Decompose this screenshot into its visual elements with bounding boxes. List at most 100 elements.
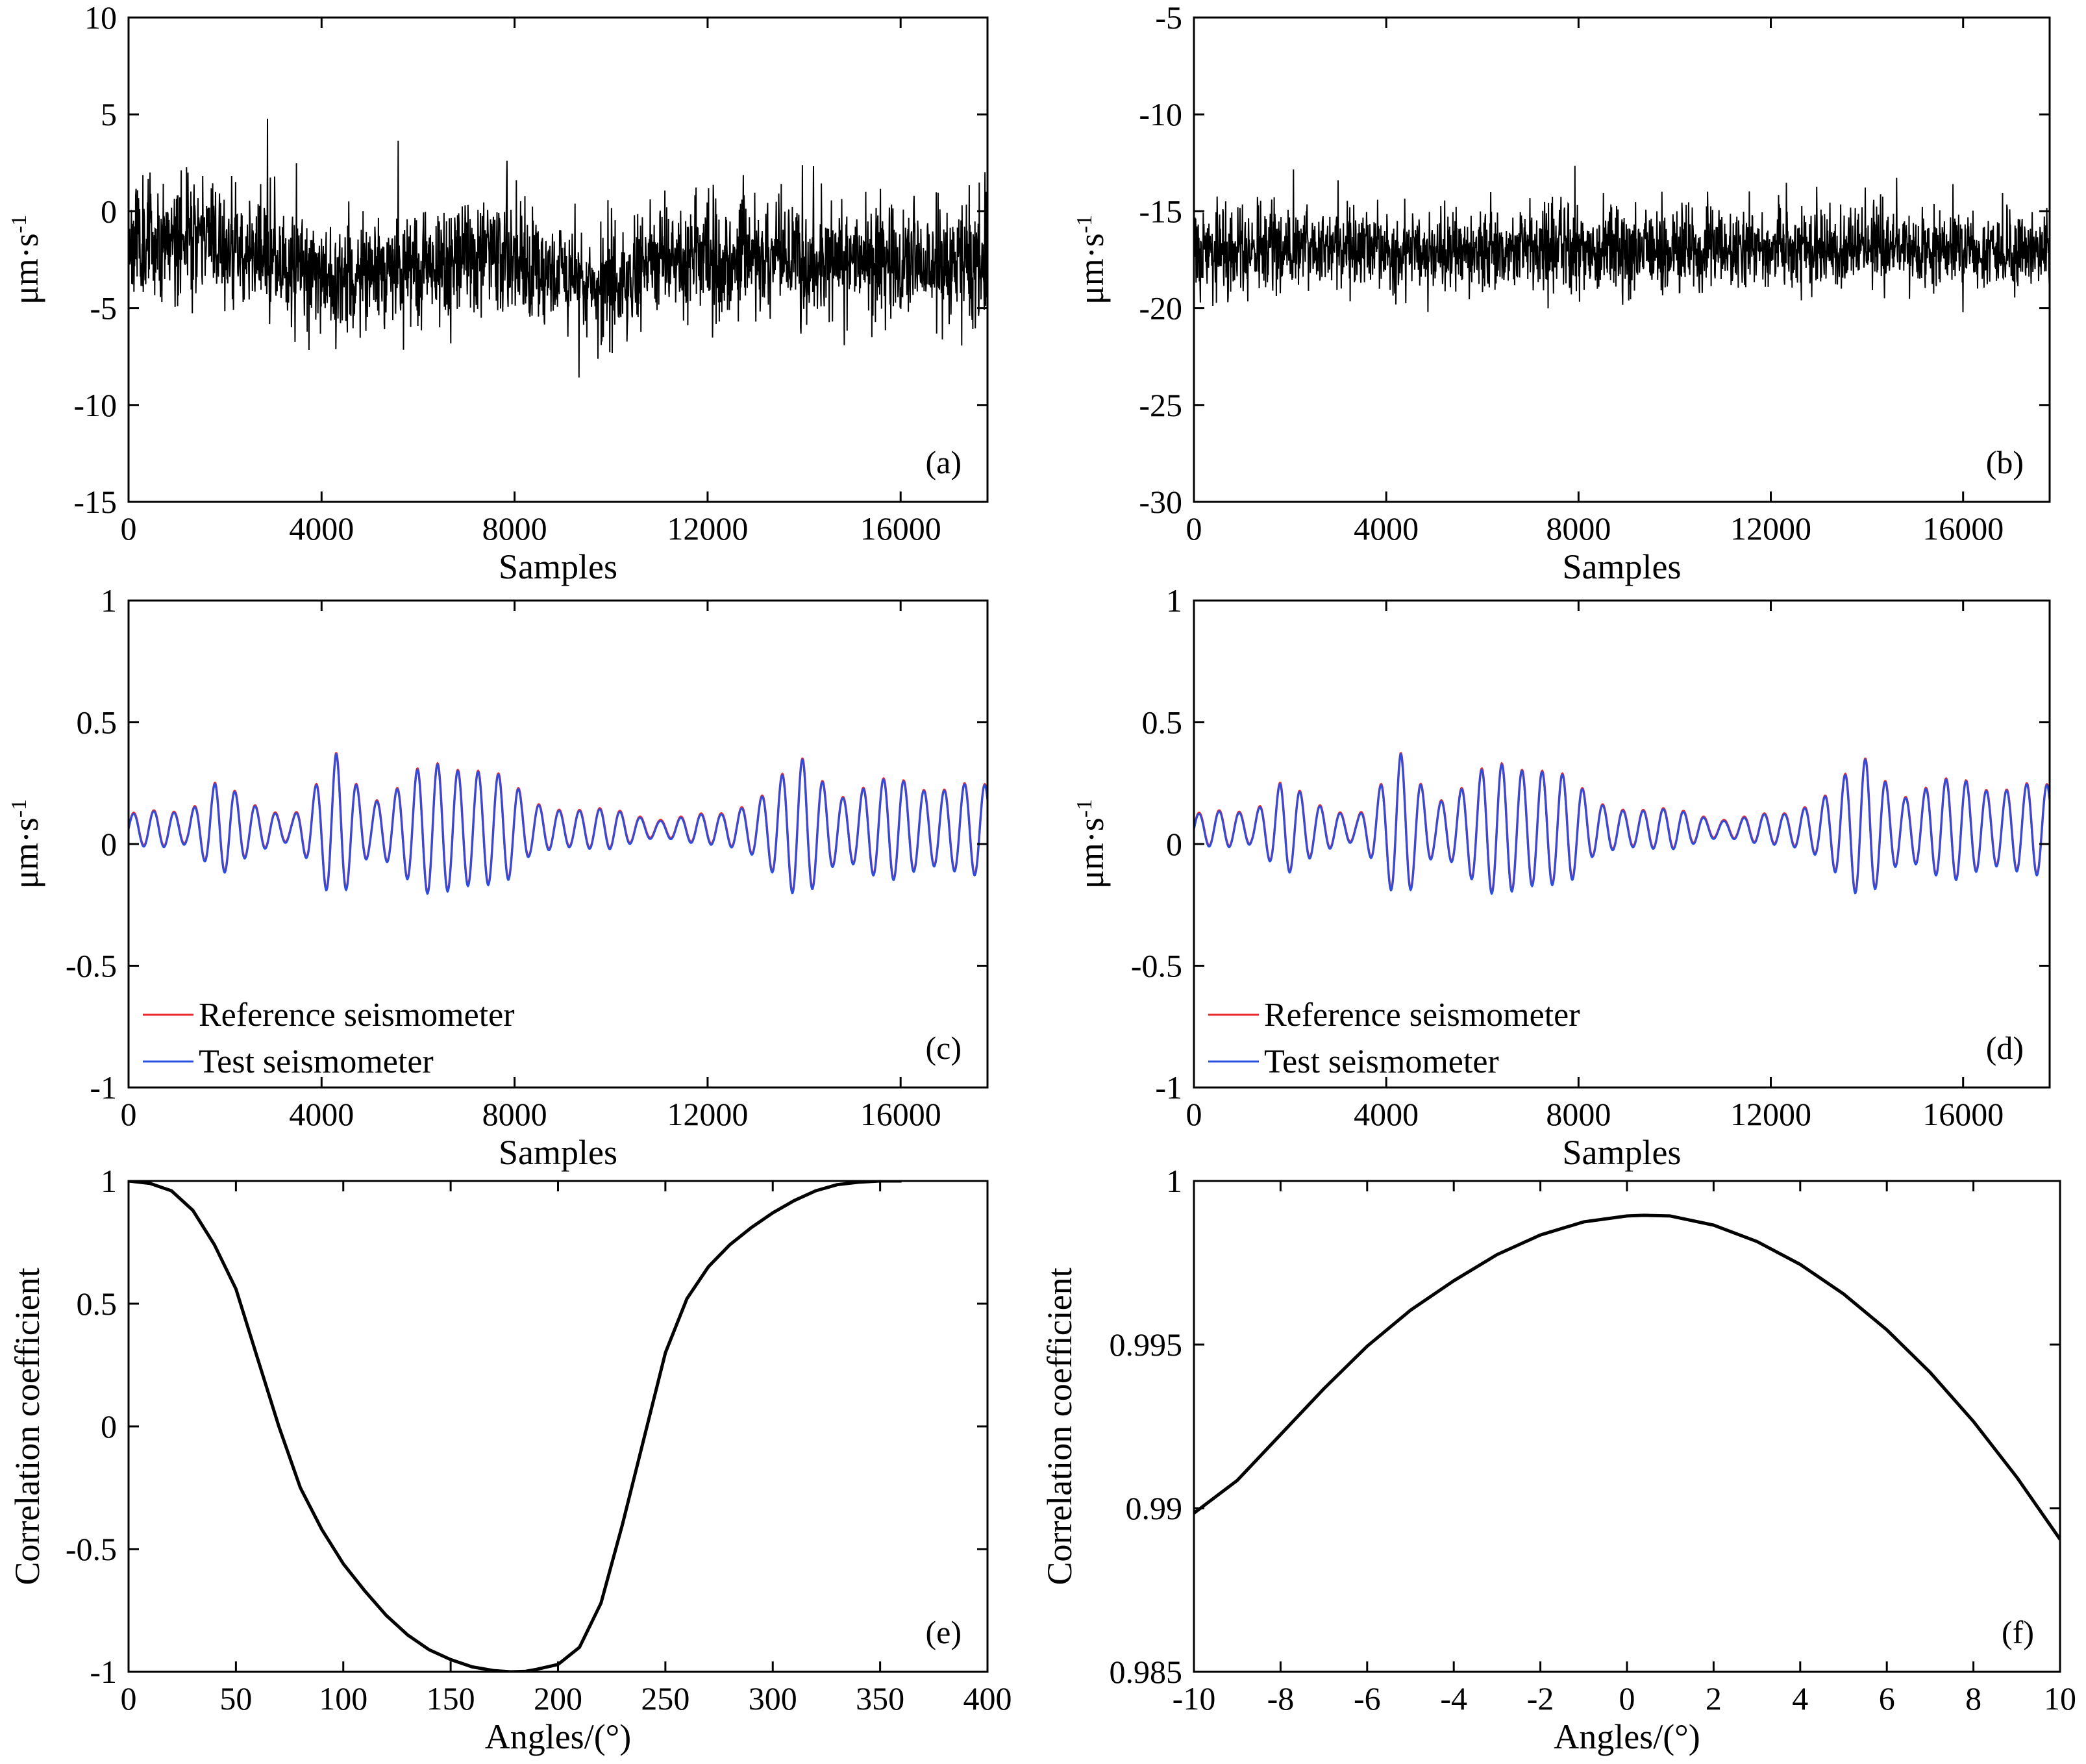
y-axis-title-exponent: -1 <box>1073 799 1097 817</box>
series-line <box>1194 166 2050 313</box>
y-tick-label: 0 <box>101 826 117 862</box>
plot-area <box>1194 1213 2060 1541</box>
x-tick-label: 400 <box>963 1680 1012 1717</box>
y-axis-title-exponent: -1 <box>7 215 31 233</box>
y-tick-label: -0.5 <box>1131 948 1182 984</box>
y-tick-label: -10 <box>1139 96 1182 132</box>
y-tick-label: 0 <box>101 1408 117 1445</box>
x-tick-label: 10 <box>2044 1680 2076 1717</box>
y-tick-label: -10 <box>73 387 117 423</box>
y-tick-label: -0.5 <box>66 948 117 984</box>
x-tick-label: 150 <box>427 1680 475 1717</box>
x-tick-label: 50 <box>219 1680 252 1717</box>
x-axis-title: Samples <box>1563 547 1682 586</box>
panel-c: 0 4000 8000 12000 16000 -1 -0.5 0 0.5 1 Samples μm·… <box>6 582 989 1172</box>
y-axis-title-exponent: -1 <box>7 799 31 817</box>
legend-label: Test seismometer <box>1264 1043 1499 1080</box>
plot-area <box>1194 166 2050 313</box>
axes-frame <box>1193 16 2051 503</box>
x-axis-title: Samples <box>499 1133 617 1172</box>
panel-tag: (f) <box>2002 1614 2034 1650</box>
x-tick-label: 250 <box>641 1680 689 1717</box>
panels-layer: 0 4000 8000 12000 16000-15-10-50510Samplesμm… <box>6 0 2076 1756</box>
series-line-test <box>1194 752 2050 895</box>
y-tick-label: 0.5 <box>77 1286 118 1322</box>
y-tick-label: -15 <box>1139 193 1182 229</box>
plot-area <box>129 752 987 895</box>
panel-tag: (e) <box>926 1614 962 1650</box>
x-tick-label: 16000 <box>1922 1096 2004 1132</box>
x-tick-label: 4000 <box>289 1096 354 1132</box>
y-tick-label: -1 <box>1155 1069 1182 1106</box>
x-tick-label: 2 <box>1706 1680 1722 1717</box>
x-tick-label: 0 <box>121 510 137 547</box>
x-tick-label: 12000 <box>1730 510 1811 547</box>
series-line-test <box>129 752 987 895</box>
y-tick-label: 10 <box>84 0 117 36</box>
y-tick-label: 0 <box>101 193 117 229</box>
panel-f: -10 -8 -6 -4 -2 0 2 4 6 8 10 0.985 0.99 0.995 1 Angles/… <box>1040 1163 2076 1756</box>
y-tick-label: 0.5 <box>1142 704 1183 741</box>
x-tick-label: 16000 <box>1922 510 2004 547</box>
x-axis-title: Samples <box>499 547 617 586</box>
y-tick-label: -15 <box>73 484 117 520</box>
legend-label: Reference seismometer <box>1264 997 1580 1034</box>
x-tick-label: 4000 <box>1354 1096 1419 1132</box>
x-tick-label: -2 <box>1527 1680 1554 1717</box>
x-tick-label: 0 <box>1619 1680 1635 1717</box>
x-axis-title: Angles/(°) <box>1554 1717 1700 1756</box>
x-tick-label: 12000 <box>667 1096 748 1132</box>
panel-tag: (b) <box>1986 444 2024 480</box>
legend-label: Reference seismometer <box>199 997 515 1034</box>
y-tick-label: 1 <box>101 1163 117 1199</box>
y-tick-label: 0 <box>1166 826 1182 862</box>
x-tick-label: 16000 <box>860 510 941 547</box>
panel-a: 0 4000 8000 12000 16000-15-10-50510Samplesμm… <box>6 0 989 586</box>
y-tick-label: -20 <box>1139 290 1182 327</box>
y-tick-label: -30 <box>1139 484 1182 520</box>
x-tick-label: -10 <box>1173 1680 1216 1717</box>
x-tick-label: 350 <box>856 1680 904 1717</box>
y-tick-label: 1 <box>1166 1163 1182 1199</box>
axes-frame <box>127 16 989 503</box>
x-tick-label: 8000 <box>482 510 547 547</box>
panel-tag: (d) <box>1986 1030 2024 1066</box>
x-tick-label: 8000 <box>1546 1096 1611 1132</box>
x-tick-label: -8 <box>1267 1680 1295 1717</box>
x-tick-label: 12000 <box>1730 1096 1811 1132</box>
y-tick-label: 1 <box>101 582 117 619</box>
x-axis-title: Samples <box>1563 1133 1682 1172</box>
x-tick-label: 300 <box>749 1680 797 1717</box>
y-tick-label: -5 <box>1155 0 1182 36</box>
x-tick-label: 4000 <box>289 510 354 547</box>
y-axis-title-exponent: -1 <box>1073 215 1097 233</box>
panel-tag: (a) <box>926 444 962 480</box>
y-axis-title: Correlation coefficient <box>8 1267 47 1585</box>
x-tick-label: 16000 <box>860 1096 941 1132</box>
y-tick-label: -0.5 <box>66 1531 117 1567</box>
y-tick-label: -1 <box>90 1069 117 1106</box>
y-axis-title: μm·s-1 <box>6 799 45 889</box>
y-tick-label: -1 <box>90 1654 117 1690</box>
y-tick-label: 0.985 <box>1110 1654 1183 1690</box>
y-tick-label: -5 <box>90 290 117 327</box>
y-tick-label: 1 <box>1166 582 1182 619</box>
panel-e: 0 50 100 150 200 250 300 350 400 -1 -0.5 0 0.5 1 Angle… <box>8 1163 1012 1756</box>
x-tick-label: 8000 <box>482 1096 547 1132</box>
y-axis-title: Correlation coefficient <box>1040 1267 1079 1585</box>
y-tick-label: 5 <box>101 96 117 132</box>
x-tick-label: 0 <box>121 1680 137 1717</box>
x-tick-label: -6 <box>1354 1680 1381 1717</box>
x-tick-label: 12000 <box>667 510 748 547</box>
x-tick-label: 6 <box>1879 1680 1895 1717</box>
legend: Reference seismometer Test seismometer <box>1208 997 1580 1080</box>
x-tick-label: 0 <box>1186 1096 1202 1132</box>
x-tick-label: 100 <box>319 1680 367 1717</box>
y-tick-label: -25 <box>1139 387 1182 423</box>
plot-area <box>1194 752 2050 895</box>
series-line <box>129 118 987 378</box>
x-tick-label: 8000 <box>1546 510 1611 547</box>
series-line <box>1194 1213 2060 1541</box>
x-tick-label: 200 <box>534 1680 582 1717</box>
